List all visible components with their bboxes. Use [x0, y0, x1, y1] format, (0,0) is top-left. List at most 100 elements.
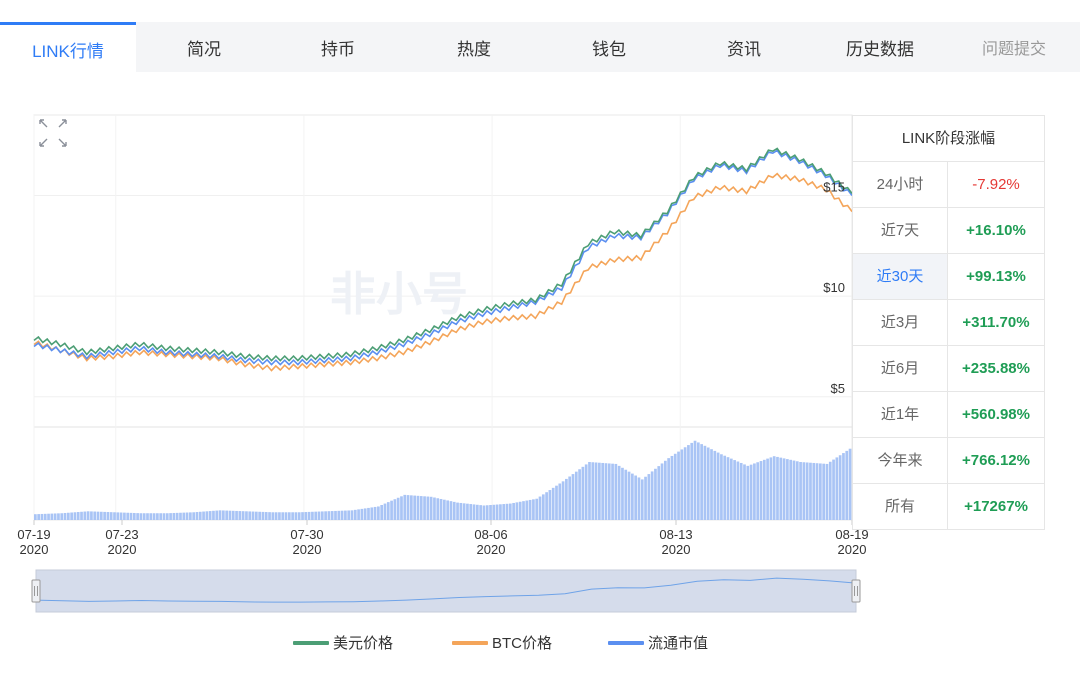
volume-bar: [479, 505, 482, 520]
volume-bar: [492, 504, 496, 520]
volume-bar: [396, 497, 400, 520]
volume-bar: [413, 495, 417, 520]
volume-bar: [700, 444, 703, 520]
navigator-line: [35, 577, 857, 603]
volume-bar: [370, 507, 374, 520]
volume-bar: [614, 463, 618, 520]
watermark: 非小号: [330, 268, 468, 320]
volume-bar: [363, 508, 367, 520]
tab-4[interactable]: 钱包: [592, 40, 626, 59]
volume-bar: [512, 502, 515, 520]
volume-bar: [304, 512, 308, 520]
volume-bar: [93, 511, 97, 520]
volume-bar: [786, 459, 789, 520]
volume-bar: [284, 512, 288, 520]
volume-bar: [729, 458, 733, 520]
volume-bar: [43, 513, 47, 520]
tab-3[interactable]: 热度: [457, 40, 491, 59]
volume-bar: [113, 512, 116, 520]
volume-bar: [297, 512, 301, 520]
stage-row[interactable]: 近6月 +235.88%: [853, 346, 1045, 392]
tab-bar: LINK行情 简况 持币 热度 钱包 资讯 历史数据 问题提交: [0, 0, 1080, 72]
volume-bar: [495, 504, 499, 520]
volume-bar: [344, 510, 347, 520]
volume-bar: [175, 512, 179, 520]
volume-bar: [683, 447, 687, 520]
volume-bar: [538, 496, 542, 520]
volume-bar: [574, 471, 578, 520]
volume-bar: [469, 504, 473, 520]
volume-bar: [182, 512, 186, 520]
volume-bar: [756, 462, 760, 520]
stage-row[interactable]: 24小时 -7.92%: [853, 162, 1045, 208]
legend-item-usd[interactable]: 美元价格: [293, 632, 393, 653]
volume-bar: [522, 501, 525, 520]
volume-bar: [47, 513, 50, 520]
volume-bar: [66, 512, 70, 520]
volume-bar: [357, 509, 360, 520]
expand-icon[interactable]: [38, 118, 68, 148]
volume-bar: [558, 483, 562, 520]
tab-7[interactable]: 问题提交: [981, 41, 1046, 58]
volume-bar: [53, 513, 57, 520]
volume-bar: [607, 463, 611, 520]
volume-bar: [340, 510, 344, 520]
volume-bar: [541, 494, 545, 520]
volume-bar: [568, 476, 572, 520]
volume-bar: [419, 496, 423, 520]
volume-bar: [723, 455, 727, 520]
series-line-mcap: [33, 149, 853, 366]
volume-bar: [654, 468, 657, 520]
stage-row[interactable]: 今年来 +766.12%: [853, 438, 1045, 484]
stage-row-label: 近3月: [853, 300, 948, 345]
x-tick-date: 07-30: [290, 527, 323, 542]
volume-bar: [185, 512, 189, 520]
x-tick-date: 08-06: [474, 527, 507, 542]
volume-bar: [172, 512, 176, 520]
volume-bar: [393, 499, 397, 520]
tab-2[interactable]: 持币: [321, 40, 355, 59]
volume-bar: [776, 456, 779, 520]
stage-row[interactable]: 所有 +17267%: [853, 484, 1045, 530]
volume-bar: [634, 475, 638, 520]
volume-bar: [377, 506, 380, 520]
tab-1[interactable]: 简况: [187, 40, 221, 59]
volume-bar: [195, 512, 199, 520]
stage-row[interactable]: 近3月 +311.70%: [853, 300, 1045, 346]
volume-bar: [720, 454, 723, 520]
stage-row-label: 所有: [853, 484, 948, 529]
volume-bar: [690, 442, 694, 520]
range-handle-left[interactable]: [31, 579, 41, 603]
legend-swatch-mcap: [608, 640, 644, 645]
x-tick-year: 2020: [293, 542, 322, 557]
volume-bar: [139, 513, 143, 520]
volume-bar: [73, 512, 77, 520]
stage-row[interactable]: 近1年 +560.98%: [853, 392, 1045, 438]
tab-0[interactable]: LINK行情: [0, 22, 136, 72]
volume-bar: [159, 513, 163, 520]
volume-bar: [769, 457, 773, 520]
volume-bar: [261, 511, 265, 520]
volume-bar: [845, 450, 849, 520]
legend-item-mcap[interactable]: 流通市值: [608, 632, 708, 653]
volume-bar: [627, 471, 631, 520]
price-chart[interactable]: 非小号 $15 $10 $5 07-19 2020 07-23 2020 07-30 2020 08…: [0, 100, 1080, 674]
tab-5[interactable]: 资讯: [727, 40, 761, 59]
range-handle-right[interactable]: [851, 579, 861, 603]
tab-6[interactable]: 历史数据: [846, 40, 914, 59]
volume-bar: [439, 498, 443, 520]
stage-row[interactable]: 近30天 +99.13%: [853, 254, 1045, 300]
volume-bar: [842, 453, 845, 520]
volume-bar: [60, 513, 64, 520]
volume-bar: [706, 447, 710, 520]
volume-bar: [565, 478, 568, 520]
volume-bar: [677, 451, 680, 520]
stage-row-value: +16.10%: [966, 222, 1026, 239]
stage-row[interactable]: 近7天 +16.10%: [853, 208, 1045, 254]
volume-bar: [63, 512, 67, 520]
volume-bar: [535, 498, 539, 520]
volume-bar: [449, 501, 453, 520]
legend-item-btc[interactable]: BTC价格: [452, 632, 552, 653]
volume-bar: [578, 469, 581, 520]
stage-row-label: 24小时: [853, 162, 948, 207]
